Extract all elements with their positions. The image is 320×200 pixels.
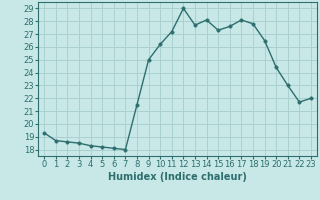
X-axis label: Humidex (Indice chaleur): Humidex (Indice chaleur) bbox=[108, 172, 247, 182]
